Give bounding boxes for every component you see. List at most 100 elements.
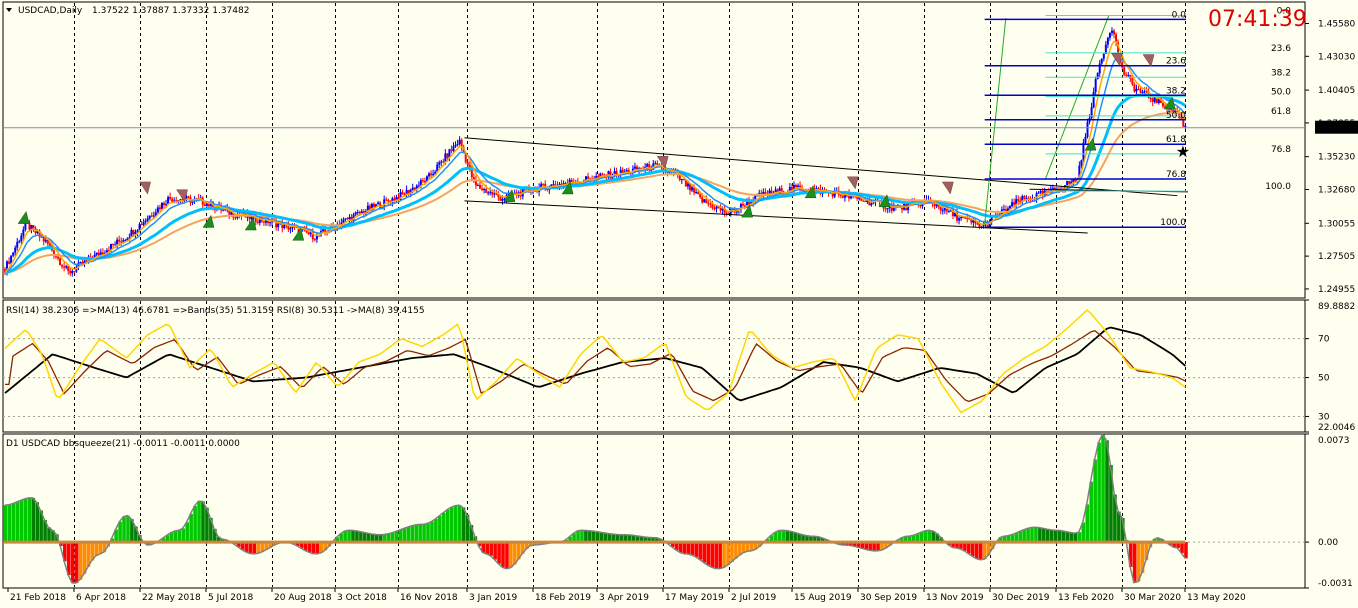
histogram-bar <box>347 530 351 543</box>
histogram-bar <box>524 542 529 549</box>
candle-body <box>491 191 494 195</box>
candle-body <box>356 211 359 213</box>
candle-body <box>964 217 967 219</box>
candle-body <box>978 223 981 228</box>
candle-body <box>688 183 691 191</box>
histogram-bar <box>378 534 383 543</box>
histogram-bar <box>927 530 932 543</box>
histogram-bar <box>205 507 209 543</box>
candle-body <box>44 239 47 242</box>
arrow-down-icon <box>1142 54 1155 68</box>
menu-dropdown-icon[interactable] <box>6 8 12 12</box>
candle-body <box>71 271 74 274</box>
candle-body <box>609 171 612 179</box>
candle-body <box>709 203 712 205</box>
histogram-bar <box>47 527 51 543</box>
candle-body <box>57 256 60 259</box>
histogram-bar <box>674 542 679 551</box>
candle-body <box>4 269 6 273</box>
histogram-bar <box>1085 504 1090 543</box>
date-tick-label: 30 Dec 2019 <box>992 593 1050 603</box>
histogram-bar <box>134 526 138 543</box>
histogram-bar <box>682 542 687 554</box>
candle-body <box>968 218 971 220</box>
candle-body <box>1149 98 1152 100</box>
candle-body <box>770 190 773 195</box>
date-tick-label: 30 Mar 2020 <box>1124 593 1181 603</box>
date-tick-label: 13 Feb 2020 <box>1058 593 1114 603</box>
histogram-bar <box>315 542 320 554</box>
candle-body <box>603 174 606 176</box>
histogram-bar <box>449 507 454 543</box>
arrow-up-icon <box>244 217 257 231</box>
histogram-bar <box>66 542 71 576</box>
histogram-bar <box>418 524 422 543</box>
candle-body <box>817 188 820 190</box>
candle-body <box>152 215 155 217</box>
arrow-up-icon <box>878 194 891 208</box>
candle-body <box>307 232 310 235</box>
histogram-bar <box>31 497 36 543</box>
histogram-bar <box>990 542 995 550</box>
candle-body <box>1127 74 1130 76</box>
histogram-bar <box>801 534 805 543</box>
histogram-bar <box>363 532 367 543</box>
histogram-bar <box>86 542 91 567</box>
fib-cyan-label: 38.2 <box>1271 68 1291 78</box>
candle-body <box>843 193 846 198</box>
candle-body <box>884 208 887 210</box>
current-price-label: 1.37482 <box>1318 124 1355 134</box>
histogram-bar <box>1026 528 1030 543</box>
histogram-bar <box>726 542 730 566</box>
histogram-bar <box>177 530 182 543</box>
histogram-bar <box>1180 542 1184 554</box>
candle-body <box>171 198 174 202</box>
candle-body <box>646 164 649 167</box>
candle-body <box>22 229 25 236</box>
candle-body <box>383 199 386 207</box>
candle-body <box>48 243 51 246</box>
candle-body <box>1098 63 1101 74</box>
candle-body <box>128 237 131 239</box>
candle-body <box>132 229 135 235</box>
candle-body <box>73 271 76 273</box>
candle-body <box>205 203 208 207</box>
histogram-bar <box>1184 542 1188 559</box>
histogram-bar <box>1172 542 1176 548</box>
histogram-bar <box>272 542 276 546</box>
candle-body <box>1184 125 1187 127</box>
candle-body <box>587 176 590 179</box>
histogram-bar <box>1065 531 1070 543</box>
candle-body <box>85 260 88 262</box>
histogram-bar <box>453 505 458 543</box>
candle-body <box>167 197 170 205</box>
histogram-bar <box>817 536 821 543</box>
candle-body <box>554 184 557 186</box>
candle-body <box>110 243 113 251</box>
candle-body <box>428 173 431 177</box>
histogram-bar <box>576 530 580 543</box>
histogram-bar <box>1053 530 1058 543</box>
arrow-down-icon <box>139 181 151 195</box>
candle-body <box>1110 30 1113 33</box>
histogram-bar <box>118 521 122 543</box>
candle-body <box>99 252 102 256</box>
price-tick-label: 1.43030 <box>1318 52 1355 62</box>
candle-body <box>892 206 895 211</box>
candle-body <box>450 149 453 151</box>
candle-body <box>448 149 451 158</box>
candle-body <box>776 189 779 193</box>
histogram-bar <box>299 542 304 549</box>
candle-body <box>14 247 17 253</box>
candle-body <box>354 212 357 215</box>
histogram-bar <box>978 542 983 560</box>
candle-body <box>423 180 426 183</box>
candle-body <box>97 252 100 256</box>
candle-body <box>1145 91 1148 93</box>
fib-anchor-green-line <box>984 18 1007 225</box>
candle-body <box>470 167 473 178</box>
candle-body <box>485 188 488 193</box>
candle-body <box>379 202 382 209</box>
